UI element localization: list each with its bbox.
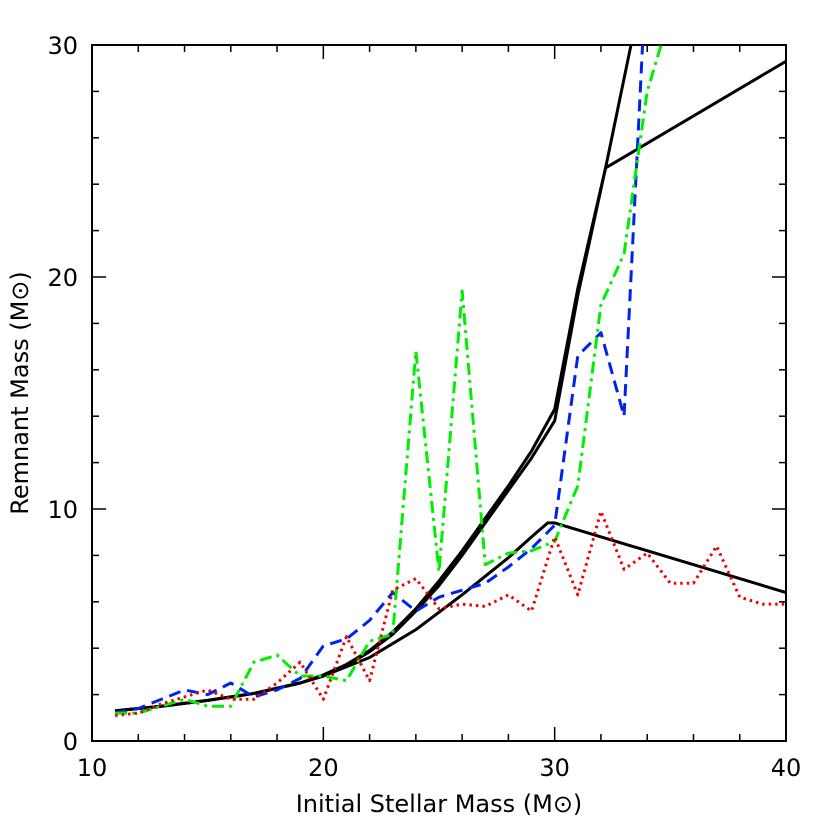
y-tick-label: 30 [47,32,78,60]
series-line [114,521,786,713]
x-tick-label: 20 [308,754,339,782]
y-tick-label: 0 [63,728,78,756]
series-line [114,45,633,713]
x-axis-label: Initial Stellar Mass (M⊙) [296,790,583,818]
series-line [114,509,786,717]
plot-lines [114,45,786,717]
x-tick-label: 10 [77,754,108,782]
x-tick-label: 30 [539,754,570,782]
y-tick-label: 20 [47,264,78,292]
x-tick-label: 40 [771,754,802,782]
plot-frame [91,44,787,742]
y-axis-label: Remnant Mass (M⊙) [6,271,34,515]
y-tick-label: 10 [47,496,78,524]
series-line [115,45,663,715]
series-line [114,59,786,713]
